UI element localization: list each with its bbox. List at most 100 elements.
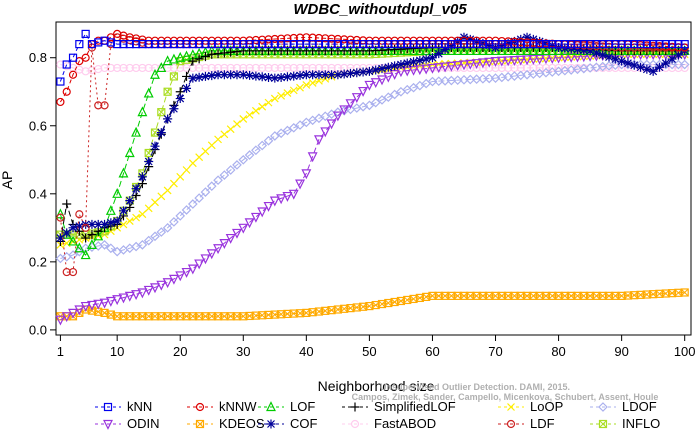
point-ldof: [68, 250, 78, 260]
point-lof: [522, 45, 533, 56]
point-knn: [75, 40, 84, 49]
point-knn: [144, 40, 153, 49]
point-cof: [156, 128, 166, 138]
point-ldf: [56, 213, 65, 222]
point-knn: [264, 40, 273, 49]
point-knn: [213, 40, 223, 49]
point-odin: [150, 283, 160, 294]
point-fastabod: [478, 63, 488, 73]
point-cof: [238, 70, 248, 80]
point-fastabod: [138, 63, 147, 73]
point-knn: [131, 40, 141, 49]
point-ldof: [377, 95, 387, 105]
point-odin: [433, 63, 444, 74]
point-ldof: [364, 100, 375, 111]
x-tick-label: 30: [236, 344, 250, 359]
legend-item-lof: LOF: [258, 399, 315, 414]
point-odin: [503, 56, 514, 67]
point-knn: [251, 40, 260, 49]
y-tick-label: 0.8: [29, 50, 47, 65]
point-loop: [169, 179, 178, 188]
x-tick-label: 90: [614, 344, 628, 359]
legend-item-ldof: LDOF: [590, 399, 657, 414]
point-odin: [364, 80, 375, 91]
point-lof: [503, 45, 514, 56]
legend-item-cof: COF: [258, 416, 318, 431]
point-knn: [56, 77, 65, 86]
point-cof: [314, 70, 324, 80]
legend-marker-fastabod: [350, 419, 360, 429]
point-lof: [150, 68, 160, 79]
point-lof: [446, 45, 457, 56]
point-cof: [522, 32, 532, 42]
point-fastabod: [459, 63, 469, 73]
point-loop: [188, 159, 197, 168]
point-ldof: [251, 145, 261, 156]
point-cof: [282, 72, 292, 82]
y-tick-label: 0.4: [29, 186, 47, 201]
point-cof: [125, 196, 135, 206]
point-knnw: [340, 35, 349, 44]
point-knn: [415, 40, 424, 49]
point-knn: [655, 40, 664, 49]
point-odin: [566, 52, 577, 63]
x-tick-label: 100: [674, 344, 696, 359]
point-knnw: [264, 35, 273, 44]
point-odin: [206, 249, 217, 260]
legend-label-lof: LOF: [290, 399, 315, 414]
point-cof: [453, 36, 463, 46]
point-lof: [408, 45, 419, 56]
point-simplifiedlof: [188, 56, 198, 66]
point-cof: [642, 64, 652, 74]
point-odin: [490, 57, 501, 67]
legend-label-loop: LoOP: [530, 399, 563, 414]
x-tick-label: 80: [551, 344, 565, 359]
point-loop: [125, 217, 134, 225]
point-knn: [560, 40, 569, 49]
point-cof: [535, 36, 545, 46]
point-ldof: [200, 187, 211, 197]
point-lof: [156, 62, 167, 73]
point-odin: [459, 60, 469, 71]
legend-marker-simplifiedlof: [350, 402, 360, 412]
point-fastabod: [125, 63, 134, 73]
point-knn: [428, 40, 437, 49]
point-ldof: [99, 239, 110, 250]
point-cof: [396, 60, 406, 70]
point-odin: [320, 127, 331, 138]
point-knn: [623, 40, 633, 49]
legend-marker-kdeos: [195, 419, 205, 429]
point-cof: [219, 70, 229, 80]
point-knnw: [346, 35, 355, 44]
point-cof: [163, 114, 173, 124]
point-cof: [572, 45, 582, 55]
point-cof: [598, 50, 608, 60]
point-lof: [118, 167, 129, 178]
point-lof: [80, 249, 91, 260]
point-lof: [181, 50, 192, 61]
point-cof: [106, 218, 116, 228]
point-inflo: [157, 108, 166, 117]
legend-label-simplifiedlof: SimplifiedLOF: [374, 399, 456, 414]
x-tick-label: 10: [110, 344, 124, 359]
point-cof: [402, 58, 412, 68]
legend-marker-loop: [507, 403, 515, 411]
point-knn: [314, 40, 324, 49]
point-ldf: [68, 267, 78, 277]
point-knn: [277, 40, 286, 49]
point-fastabod: [289, 63, 298, 73]
point-inflo: [163, 87, 172, 96]
point-fastabod: [182, 63, 191, 73]
point-lof: [534, 45, 545, 56]
point-odin: [181, 267, 192, 278]
point-odin: [440, 62, 451, 73]
point-knn: [302, 40, 311, 49]
point-ldf: [75, 210, 84, 219]
point-simplifiedlof: [232, 47, 242, 57]
point-simplifiedlof: [207, 49, 217, 59]
point-knn: [478, 40, 488, 49]
point-knn: [207, 40, 216, 49]
point-fastabod: [541, 63, 551, 73]
point-loop: [258, 102, 267, 111]
